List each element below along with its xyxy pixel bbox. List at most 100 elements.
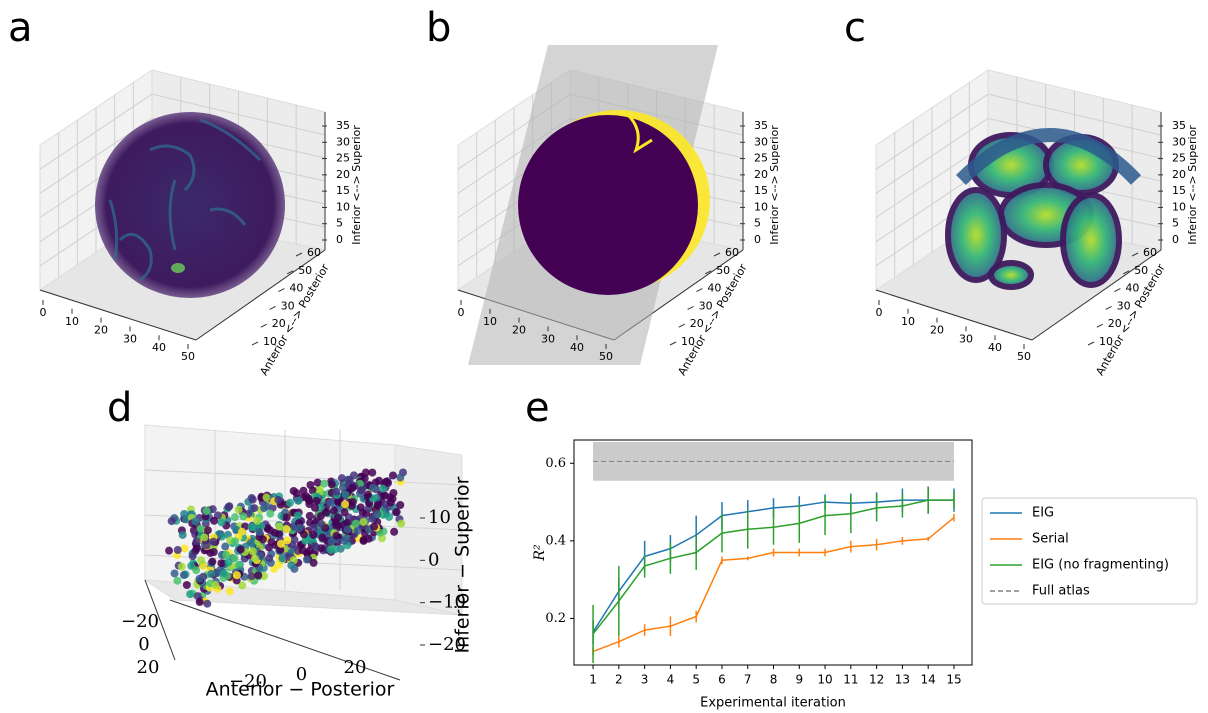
x-tick-label: 15 xyxy=(946,673,961,687)
scatter-point xyxy=(364,491,372,499)
x-tick-label: 1 xyxy=(589,673,597,687)
scatter-point xyxy=(256,528,264,536)
scatter-point xyxy=(253,517,261,525)
y-tick xyxy=(1114,289,1120,292)
y-tick xyxy=(696,289,702,292)
scatter-point xyxy=(286,499,294,507)
z-tick-label: 25 xyxy=(336,152,350,165)
z-tick-label: 0 xyxy=(336,233,343,246)
x-tick-label: 7 xyxy=(744,673,752,687)
z-tick-label: 0 xyxy=(1172,233,1179,246)
panel-letter: c xyxy=(844,5,866,51)
z-tick-label: 10 xyxy=(336,200,350,213)
scatter-point xyxy=(192,566,200,574)
scatter-point xyxy=(327,499,335,507)
panel-letter: d xyxy=(107,385,132,431)
z-tick-label: 5 xyxy=(754,217,761,230)
scatter-point xyxy=(249,496,257,504)
scatter-point xyxy=(317,520,325,528)
scatter-point xyxy=(179,531,187,539)
scatter-point xyxy=(381,491,389,499)
scatter-point xyxy=(330,507,338,515)
z-tick-label: 35 xyxy=(754,119,768,132)
scatter-point xyxy=(341,500,349,508)
y-tick xyxy=(278,289,284,292)
x-tick-label: 20 xyxy=(94,324,108,337)
z-axis-label: Inferior <--> Superior xyxy=(1186,125,1199,245)
scatter-point xyxy=(309,531,317,539)
scatter-point xyxy=(343,519,351,527)
z-tick-label: 20 xyxy=(1172,168,1186,181)
scatter-point xyxy=(350,471,358,479)
scatter-point xyxy=(226,587,234,595)
scatter-point xyxy=(197,556,205,564)
scatter-point xyxy=(349,484,357,492)
legend-label: Serial xyxy=(1032,532,1069,547)
scatter-point xyxy=(396,501,404,509)
scatter-point xyxy=(311,504,319,512)
y-tick xyxy=(261,324,267,327)
scatter-point xyxy=(235,506,243,514)
panel-letter: e xyxy=(525,385,550,431)
scatter-point xyxy=(191,517,199,525)
scatter-point xyxy=(189,552,197,560)
scatter-point xyxy=(251,555,259,563)
scatter-point xyxy=(353,527,361,535)
scatter-point xyxy=(249,547,257,555)
scatter-point xyxy=(178,563,186,571)
scatter-point xyxy=(349,498,357,506)
brain-region xyxy=(991,263,1031,287)
scatter-point xyxy=(222,551,230,559)
y-tick-label: 50 xyxy=(1134,264,1148,277)
scatter-point xyxy=(168,517,176,525)
scatter-point xyxy=(171,569,179,577)
z-tick-label: 5 xyxy=(336,217,343,230)
y-tick-label: 60 xyxy=(307,246,321,259)
brain-volume xyxy=(95,112,285,298)
brain-volume xyxy=(518,115,698,295)
panel-letter: a xyxy=(8,5,33,51)
x-tick-label: 10 xyxy=(901,315,915,328)
figure: a0510152025303501020304050102030405060An… xyxy=(0,0,1208,713)
z-tick-label: 15 xyxy=(1172,184,1186,197)
x-tick-label: 9 xyxy=(795,673,803,687)
scatter-point xyxy=(328,480,336,488)
scatter-point xyxy=(196,598,204,606)
scatter-point xyxy=(237,545,245,553)
scatter-point xyxy=(332,488,340,496)
scatter-point xyxy=(195,575,203,583)
scatter-point xyxy=(274,496,282,504)
x-tick-label: 40 xyxy=(570,341,584,354)
scatter-point xyxy=(180,571,188,579)
scatter-point xyxy=(217,559,225,567)
scatter-point xyxy=(305,495,313,503)
scatter-point xyxy=(327,546,335,554)
x-tick-label: 5 xyxy=(692,673,700,687)
scatter-point xyxy=(338,474,346,482)
y-tick xyxy=(252,342,258,345)
y-tick xyxy=(1106,306,1112,309)
scatter-point xyxy=(233,571,241,579)
scatter-point xyxy=(174,546,182,554)
scatter-point xyxy=(379,485,387,493)
x-tick-label: 0 xyxy=(876,306,883,319)
scatter-point xyxy=(341,491,349,499)
scatter-point xyxy=(275,523,283,531)
scatter-point xyxy=(283,513,291,521)
y-tick-label: 50 xyxy=(298,264,312,277)
x-tick-label: 3 xyxy=(641,673,649,687)
scatter-point xyxy=(210,517,218,525)
z-tick-label: 35 xyxy=(336,119,350,132)
y-tick-label: 60 xyxy=(1143,246,1157,259)
scatter-point xyxy=(322,509,330,517)
x-tick-label: 50 xyxy=(181,350,195,363)
y-tick-label: 40 xyxy=(707,282,721,295)
scatter-point xyxy=(220,570,228,578)
y-tick-label: 0.2 xyxy=(545,611,566,626)
scatter-point xyxy=(238,528,246,536)
x-axis-label: Experimental iteration xyxy=(700,696,846,711)
scatter-point xyxy=(310,524,318,532)
scatter-point xyxy=(389,471,397,479)
y-tick-label: 40 xyxy=(289,282,303,295)
scatter-point xyxy=(299,546,307,554)
